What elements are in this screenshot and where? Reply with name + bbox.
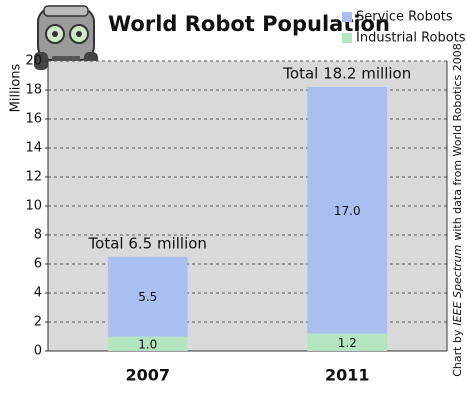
- y-tick-label: 6: [34, 257, 42, 272]
- y-tick-label: 12: [25, 170, 42, 185]
- legend-swatch: [342, 12, 352, 22]
- y-tick-label: 16: [25, 112, 42, 127]
- y-tick-label: 14: [25, 141, 42, 156]
- bar-segment: [307, 333, 388, 351]
- value-label: 17.0: [334, 204, 361, 218]
- value-label: 1.0: [138, 337, 157, 351]
- legend-label: Industrial Robots: [356, 31, 466, 46]
- credit: Chart byIEEE Spectrumwith data from Worl…: [451, 43, 464, 377]
- value-label: 5.5: [138, 290, 157, 304]
- y-axis-label: Millions: [9, 63, 24, 112]
- y-tick-label: 20: [25, 54, 42, 69]
- legend-swatch: [342, 33, 352, 43]
- total-annotation: Total 6.5 million: [88, 234, 207, 252]
- y-tick-label: 18: [25, 83, 42, 98]
- x-tick-label: 2007: [125, 366, 170, 385]
- total-annotation: Total 18.2 million: [282, 65, 411, 83]
- legend-label: Service Robots: [356, 10, 453, 25]
- y-tick-label: 8: [34, 228, 42, 243]
- x-tick-label: 2011: [325, 366, 370, 385]
- y-tick-label: 4: [34, 286, 42, 301]
- y-tick-label: 0: [34, 344, 42, 359]
- robot-icon: [34, 5, 98, 70]
- bar-segment: [107, 336, 188, 351]
- y-tick-label: 2: [34, 315, 42, 330]
- bar-segment: [307, 87, 388, 334]
- value-label: 1.2: [338, 336, 357, 350]
- bar-segment: [107, 256, 188, 337]
- y-tick-label: 10: [25, 199, 42, 214]
